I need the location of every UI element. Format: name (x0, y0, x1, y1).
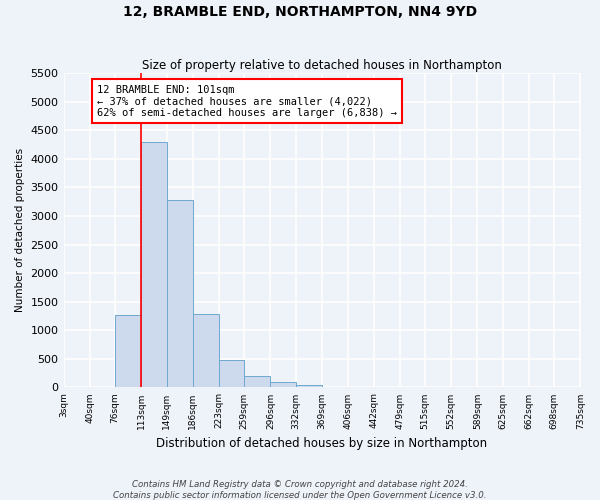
Bar (219, 360, 244, 388)
Bar (115, 316, 141, 388)
Bar (141, 142, 167, 388)
Text: Contains HM Land Registry data © Crown copyright and database right 2024.
Contai: Contains HM Land Registry data © Crown c… (113, 480, 487, 500)
Text: 12, BRAMBLE END, NORTHAMPTON, NN4 9YD: 12, BRAMBLE END, NORTHAMPTON, NN4 9YD (123, 5, 477, 19)
Bar (244, 376, 271, 388)
Y-axis label: Number of detached properties: Number of detached properties (15, 148, 25, 312)
Bar (193, 314, 219, 388)
Bar (271, 382, 296, 388)
Bar (167, 200, 193, 388)
Bar (322, 387, 348, 388)
Text: 12 BRAMBLE END: 101sqm
← 37% of detached houses are smaller (4,022)
62% of semi-: 12 BRAMBLE END: 101sqm ← 37% of detached… (97, 84, 397, 118)
X-axis label: Distribution of detached houses by size in Northampton: Distribution of detached houses by size … (157, 437, 488, 450)
Bar (296, 384, 322, 388)
Title: Size of property relative to detached houses in Northampton: Size of property relative to detached ho… (142, 59, 502, 72)
